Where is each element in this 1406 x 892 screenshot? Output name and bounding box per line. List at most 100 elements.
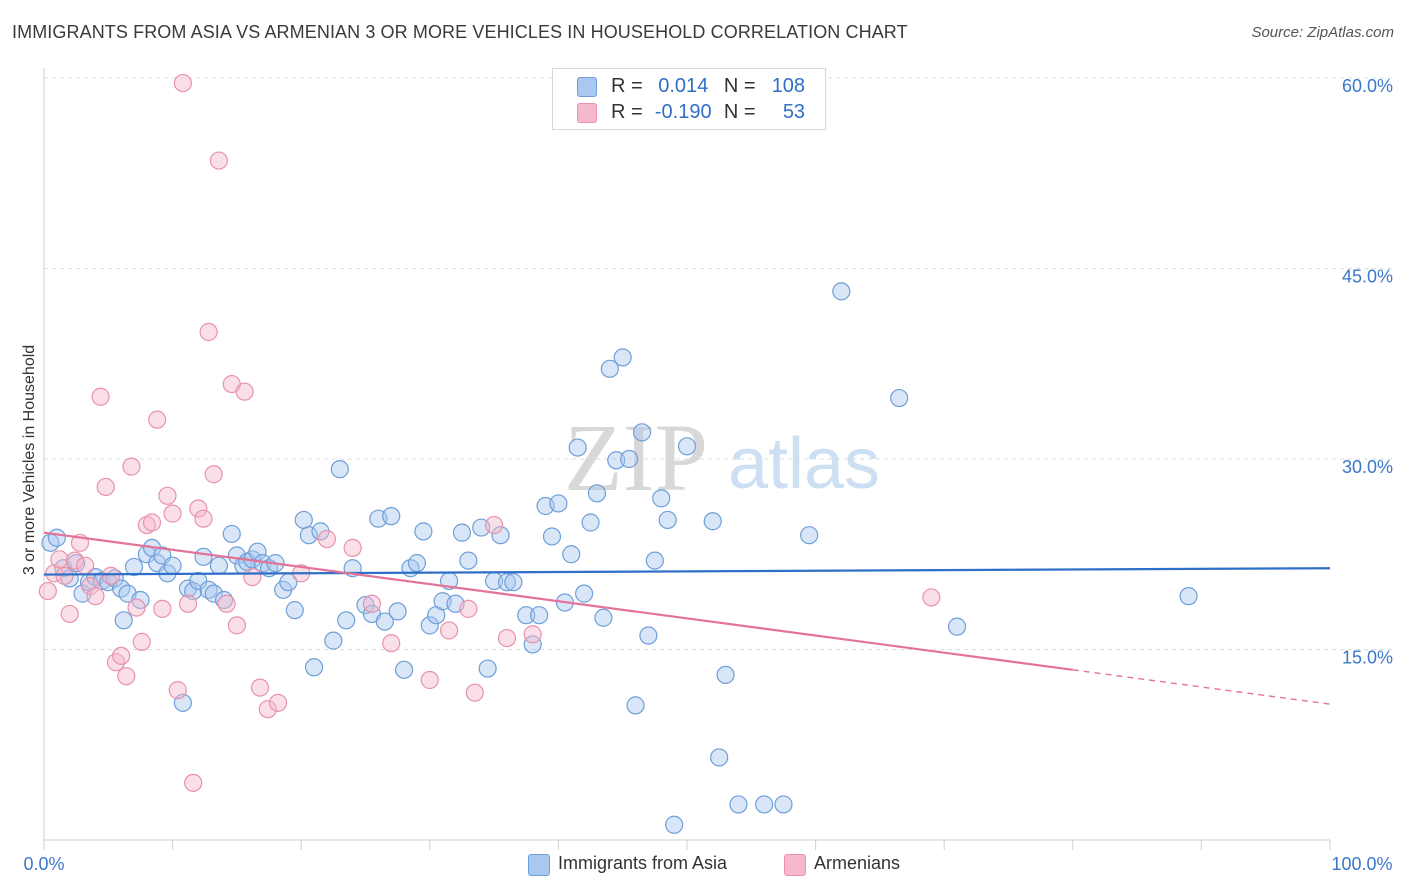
data-point-asia — [755, 795, 774, 814]
data-point-asia — [800, 526, 819, 545]
data-point-asia — [581, 513, 600, 532]
legend-swatch-armenians — [577, 103, 597, 123]
data-point-armenians — [217, 594, 236, 613]
data-point-asia — [497, 573, 517, 592]
data-point-armenians — [122, 457, 141, 476]
chart-title: IMMIGRANTS FROM ASIA VS ARMENIAN 3 OR MO… — [12, 22, 908, 42]
data-point-asia — [600, 359, 619, 378]
legend-swatch-armenians — [784, 854, 806, 876]
data-point-armenians — [65, 551, 84, 570]
data-point-armenians — [420, 670, 439, 690]
data-point-asia — [542, 527, 562, 546]
trend-lines — [43, 531, 1331, 705]
data-point-asia — [587, 484, 607, 503]
axes — [43, 68, 1331, 850]
series-legend: Immigrants from Asia Armenians — [0, 852, 1406, 878]
data-point-asia — [209, 556, 228, 575]
data-point-asia — [947, 617, 967, 636]
data-point-asia — [478, 659, 497, 678]
legend-label-armenians: Armenians — [814, 853, 901, 873]
data-point-armenians — [86, 587, 105, 606]
legend-n-value: 53 — [782, 101, 806, 123]
legend-n-value: 108 — [771, 75, 806, 97]
source-label: Source: ZipAtlas.com — [1251, 24, 1394, 41]
data-point-armenians — [163, 504, 182, 523]
data-point-armenians — [523, 625, 542, 644]
legend-label-asia: Immigrants from Asia — [558, 853, 728, 873]
legend-r-value: -0.190 — [654, 101, 712, 123]
data-point-armenians — [235, 382, 254, 401]
watermark: ZIP atlas — [564, 404, 880, 511]
data-point-armenians — [485, 515, 504, 535]
y-tick-label: 60.0% — [1342, 76, 1393, 96]
data-point-asia — [613, 348, 632, 367]
data-point-asia — [632, 423, 652, 442]
data-point-asia — [124, 557, 144, 577]
data-point-armenians — [178, 594, 198, 613]
data-point-asia — [294, 510, 313, 530]
data-point-asia — [394, 660, 414, 679]
legend-swatch-asia — [577, 77, 597, 97]
data-point-asia — [1179, 587, 1198, 606]
data-point-armenians — [459, 599, 478, 618]
y-tick-label: 45.0% — [1342, 267, 1393, 287]
legend-n-label: N = — [723, 101, 756, 123]
data-point-asia — [285, 601, 304, 620]
data-point-armenians — [148, 410, 167, 429]
data-point-armenians — [439, 621, 459, 640]
data-point-armenians — [204, 465, 223, 484]
gridlines — [44, 77, 1392, 650]
data-point-armenians — [137, 515, 156, 535]
data-point-armenians — [382, 634, 401, 653]
data-point-armenians — [81, 576, 100, 596]
data-point-asia — [388, 602, 407, 621]
data-point-armenians — [38, 581, 57, 601]
data-point-armenians — [132, 632, 151, 651]
data-point-armenians — [158, 486, 177, 505]
data-point-armenians — [168, 681, 187, 700]
data-point-armenians — [189, 499, 208, 518]
data-point-armenians — [142, 513, 162, 532]
data-point-asia — [222, 524, 241, 544]
data-point-armenians — [194, 509, 213, 528]
data-point-asia — [645, 551, 664, 570]
data-point-asia — [382, 507, 401, 526]
data-point-armenians — [173, 73, 192, 93]
legend-n-label: N = — [723, 75, 756, 97]
data-point-asia — [47, 528, 66, 547]
data-point-armenians — [91, 387, 110, 406]
data-point-asia — [459, 551, 478, 570]
data-point-asia — [530, 606, 549, 625]
data-point-asia — [523, 635, 542, 654]
data-point-asia — [452, 523, 472, 542]
data-point-armenians — [209, 151, 228, 170]
data-point-asia — [163, 556, 182, 575]
data-point-asia — [703, 512, 722, 531]
data-point-armenians — [153, 599, 172, 618]
data-point-armenians — [55, 566, 74, 585]
series-armenians-points — [38, 73, 941, 792]
data-point-asia — [890, 388, 909, 408]
data-point-armenians — [101, 566, 120, 585]
data-point-asia — [491, 526, 510, 545]
data-point-armenians — [184, 773, 203, 792]
data-point-armenians — [127, 598, 146, 617]
data-point-armenians — [497, 628, 517, 648]
legend-r-value: 0.014 — [658, 75, 709, 97]
data-point-armenians — [317, 529, 337, 549]
data-point-asia — [716, 665, 735, 685]
tick-labels: 15.0% 30.0% 45.0% 60.0% 0.0% 100.0% — [23, 76, 1393, 874]
data-point-asia — [299, 526, 319, 545]
data-point-asia — [710, 748, 729, 767]
data-point-asia — [204, 584, 223, 603]
data-point-asia — [375, 612, 394, 631]
legend-swatch-asia — [528, 854, 550, 876]
data-point-asia — [652, 489, 671, 508]
series-asia-points — [41, 282, 1198, 834]
data-point-asia — [304, 658, 324, 677]
y-tick-label: 30.0% — [1342, 457, 1393, 477]
data-point-armenians — [50, 550, 69, 569]
data-point-asia — [504, 573, 523, 592]
data-point-armenians — [922, 588, 941, 607]
